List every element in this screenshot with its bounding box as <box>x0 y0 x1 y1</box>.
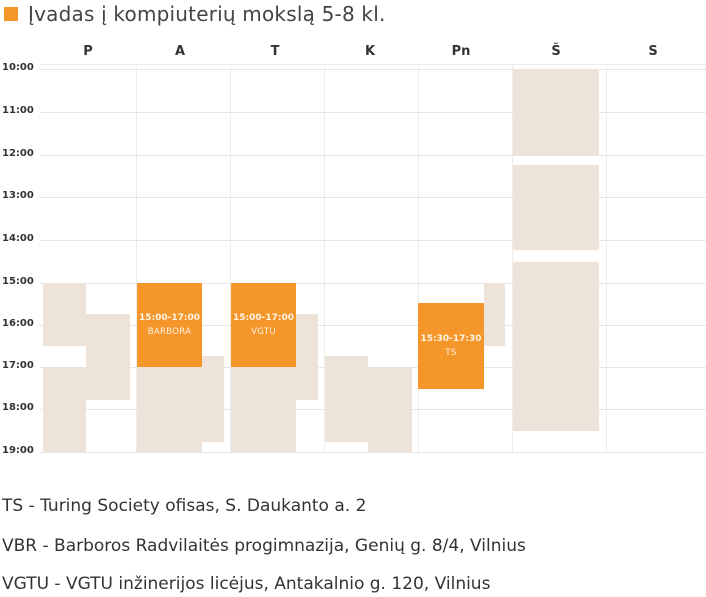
column-divider <box>324 64 325 452</box>
busy-slot <box>202 356 224 442</box>
busy-slot <box>513 165 599 250</box>
legend-vbr: VBR - Barboros Radvilaitės progimnazija,… <box>2 536 526 556</box>
day-header-p: P <box>83 44 93 59</box>
busy-slot <box>137 367 202 452</box>
busy-slot <box>368 367 412 452</box>
time-label: 16:00 <box>2 318 34 329</box>
day-header-a: A <box>174 44 186 59</box>
busy-slot <box>231 367 296 452</box>
event-time: 15:00-17:00 <box>232 313 295 323</box>
hour-line <box>40 197 706 198</box>
column-divider <box>136 64 137 452</box>
title-row: Įvadas į kompiuterių mokslą 5-8 kl. <box>0 0 386 28</box>
hour-line <box>40 283 706 284</box>
day-header-s1: Š <box>551 44 561 59</box>
hour-line <box>40 452 706 453</box>
time-label: 15:00 <box>2 276 34 287</box>
day-header-k: K <box>364 44 376 59</box>
time-label: 10:00 <box>2 62 34 73</box>
event-place: VGTU <box>251 327 276 337</box>
legend-vgtu: VGTU - VGTU inžinerijos licėjus, Antakal… <box>2 574 491 594</box>
event-time: 15:00-17:00 <box>138 313 201 323</box>
time-label: 17:00 <box>2 360 34 371</box>
event-barbora[interactable]: 15:00-17:00 BARBORA <box>137 283 202 367</box>
event-time: 15:30-17:30 <box>420 334 482 344</box>
time-label: 11:00 <box>2 105 34 116</box>
page-title: Įvadas į kompiuterių mokslą 5-8 kl. <box>28 2 386 26</box>
busy-slot <box>86 314 130 400</box>
time-label: 13:00 <box>2 190 34 201</box>
column-divider <box>418 64 419 452</box>
busy-slot <box>484 283 505 346</box>
day-header-pn: Pn <box>451 44 471 59</box>
busy-slot <box>325 356 368 442</box>
busy-slot <box>43 367 86 452</box>
event-place: TS <box>445 348 457 358</box>
course-color-square <box>4 7 18 21</box>
hour-line <box>40 240 706 241</box>
hour-line <box>40 112 706 113</box>
time-label: 12:00 <box>2 148 34 159</box>
hour-line <box>40 155 706 156</box>
day-header-t: T <box>270 44 280 59</box>
busy-slot <box>513 262 599 431</box>
header-divider <box>40 64 706 65</box>
busy-slot <box>513 69 599 155</box>
column-divider <box>512 64 513 452</box>
column-divider <box>606 64 607 452</box>
busy-slot <box>296 314 318 400</box>
busy-slot <box>43 283 86 346</box>
hour-line <box>40 325 706 326</box>
time-label: 18:00 <box>2 402 34 413</box>
column-divider <box>230 64 231 452</box>
legend-ts: TS - Turing Society ofisas, S. Daukanto … <box>2 496 367 516</box>
event-vgtu[interactable]: 15:00-17:00 VGTU <box>231 283 296 367</box>
event-place: BARBORA <box>147 327 192 337</box>
time-label: 19:00 <box>2 445 34 456</box>
event-ts[interactable]: 15:30-17:30 TS <box>418 303 484 389</box>
hour-line <box>40 69 706 70</box>
time-label: 14:00 <box>2 233 34 244</box>
day-header-s2: S <box>648 44 658 59</box>
